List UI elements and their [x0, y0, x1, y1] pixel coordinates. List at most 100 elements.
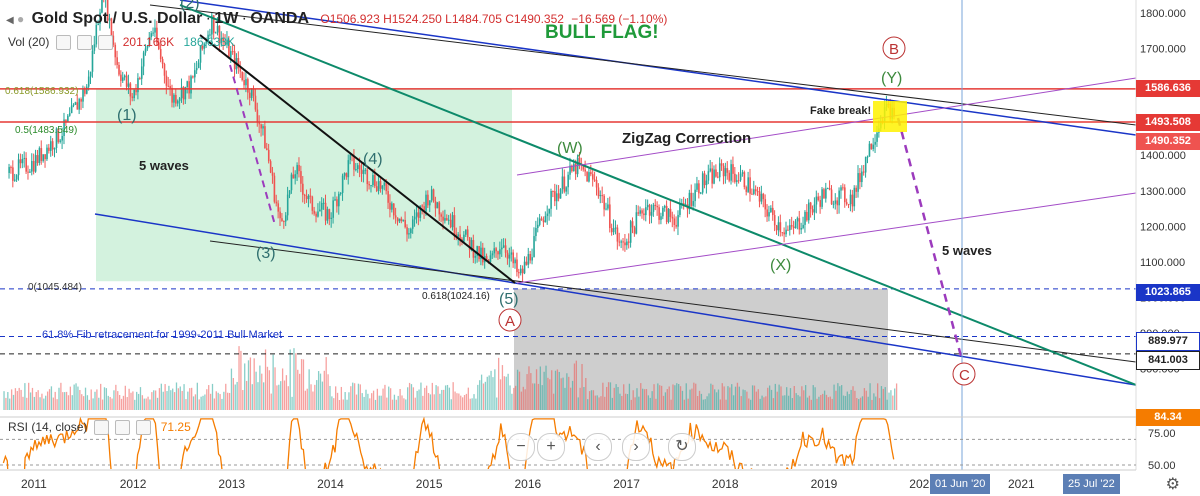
volume-bar	[568, 376, 570, 410]
volume-bar	[484, 381, 487, 410]
candle-body	[751, 193, 753, 195]
volume-bar	[86, 395, 89, 410]
volume-bar	[767, 387, 769, 410]
zoom-out-button[interactable]: −	[507, 433, 535, 461]
candle-body	[527, 253, 530, 265]
price-tag-1490: 1490.352	[1136, 133, 1200, 150]
candle-body	[279, 211, 281, 219]
volume-bar	[653, 384, 655, 410]
volume-bar	[877, 383, 879, 410]
candle-body	[614, 227, 617, 229]
candle-body	[32, 160, 35, 172]
volume-bar	[780, 386, 782, 410]
volume-bar	[469, 398, 471, 410]
volume-bar	[738, 386, 740, 410]
volume-bar	[35, 391, 37, 410]
volume-bar	[321, 381, 324, 410]
volume-bar	[786, 387, 788, 410]
volume-bar	[863, 388, 866, 410]
volume-label[interactable]: Vol (20)	[8, 35, 50, 49]
volume-bar	[708, 393, 710, 410]
candle-body	[288, 190, 291, 195]
volume-bar	[822, 393, 824, 410]
scroll-right-button[interactable]: ›	[622, 433, 650, 461]
volume-bar	[448, 387, 451, 410]
candle-body	[713, 169, 715, 184]
candle-body	[341, 175, 344, 193]
candle-body	[675, 224, 677, 227]
candle-body	[175, 94, 177, 104]
volume-bar	[820, 394, 822, 410]
volume-bar	[823, 390, 826, 410]
reset-chart-button[interactable]: ↻	[668, 433, 696, 461]
volume-bar	[748, 398, 750, 410]
symbol-name[interactable]: Gold Spot / U.S. Dollar	[31, 10, 203, 27]
volume-bar	[5, 397, 7, 410]
collapse-icon[interactable]: ◀	[6, 15, 14, 26]
visibility-icon[interactable]	[55, 35, 71, 51]
rsi-settings-icon[interactable]	[115, 420, 131, 436]
source-label: OANDA	[250, 10, 310, 27]
candle-body	[355, 169, 357, 171]
volume-bar	[848, 394, 850, 410]
candle-body	[59, 140, 62, 142]
candle-body	[728, 172, 731, 181]
volume-bar	[389, 388, 392, 410]
candle-body	[770, 207, 772, 213]
zoom-in-button[interactable]: +	[537, 433, 565, 461]
high-value: H1524.250	[383, 12, 442, 26]
rsi-label[interactable]: RSI (14, close)	[8, 420, 88, 434]
volume-bar	[617, 386, 619, 410]
candle-body	[586, 171, 588, 182]
volume-bar	[837, 383, 839, 410]
candle-body	[502, 245, 505, 248]
candle-body	[285, 215, 287, 222]
candle-body	[404, 219, 406, 228]
rsi-close-icon[interactable]	[136, 420, 152, 436]
x-tick-label: 2014	[317, 477, 344, 491]
volume-bar	[585, 378, 587, 410]
volume-bar	[810, 399, 812, 410]
candle-body	[519, 268, 522, 274]
candle-body	[396, 217, 399, 222]
volume-bar	[221, 398, 223, 410]
candle-body	[421, 205, 424, 207]
volume-value-1: 201.166K	[122, 35, 175, 49]
volume-bar	[727, 386, 729, 410]
candle-body	[338, 193, 340, 207]
volume-bar	[744, 390, 746, 410]
close-icon[interactable]	[98, 35, 114, 51]
volume-bar	[715, 392, 718, 410]
settings-gear-icon[interactable]: ⚙	[1165, 476, 1180, 493]
volume-bar	[257, 382, 259, 410]
scroll-left-button[interactable]: ‹	[584, 433, 612, 461]
volume-bar	[103, 387, 106, 410]
fib-note-label: 61.8% Fib retracement for 1999-2011 Bull…	[42, 329, 282, 341]
close-value: C1490.352	[505, 12, 564, 26]
volume-bar	[695, 383, 697, 410]
fib-0-label: 0(1045.484)	[28, 282, 82, 293]
settings-icon[interactable]	[77, 35, 93, 51]
candle-body	[142, 52, 145, 67]
volume-bar	[90, 389, 92, 410]
interval-label[interactable]: 1W	[214, 10, 239, 27]
volume-bar	[101, 399, 104, 410]
candle-body	[472, 240, 475, 258]
volume-bar	[829, 396, 831, 410]
candle-body	[756, 191, 759, 193]
volume-bar	[736, 382, 739, 410]
candle-body	[726, 168, 729, 173]
candle-body	[648, 204, 651, 216]
candle-body	[616, 227, 619, 242]
volume-bar	[242, 390, 244, 410]
rsi-visibility-icon[interactable]	[93, 420, 109, 436]
candle-body	[267, 149, 270, 162]
volume-bar	[26, 397, 28, 410]
candle-body	[552, 190, 554, 192]
candle-body	[413, 216, 416, 220]
volume-bar	[761, 395, 763, 410]
candle-body	[516, 259, 518, 273]
candle-body	[872, 144, 875, 150]
volume-bar	[793, 386, 795, 410]
